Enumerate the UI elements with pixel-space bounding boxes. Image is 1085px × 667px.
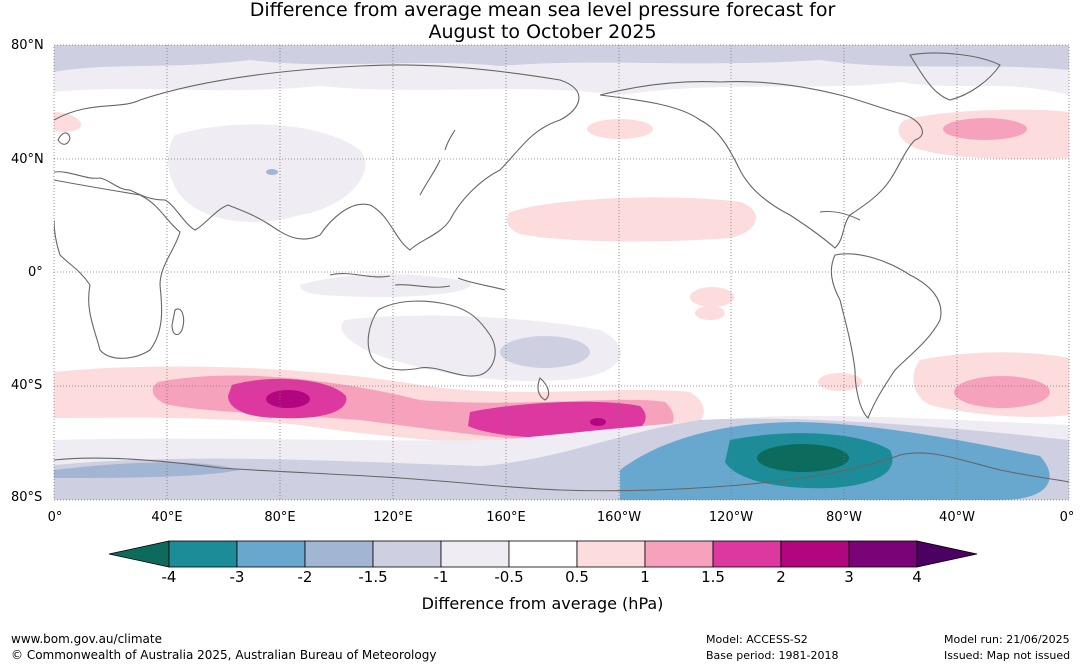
colorbar-cell [712, 540, 782, 568]
lat-label: 40°N [11, 152, 44, 167]
colorbar-cell [644, 540, 714, 568]
southern-negative-peak [757, 444, 849, 472]
tropical-pacific-positive [690, 287, 734, 307]
coast-europe-asia [54, 64, 580, 251]
indonesia-negative [300, 274, 472, 298]
colorbar-cells [108, 540, 978, 568]
map-frame [53, 44, 1070, 501]
colorbar-tick-label: -0.5 [494, 568, 524, 586]
map-title-line2: August to October 2025 [428, 21, 657, 43]
footer-copyright: © Commonwealth of Australia 2025, Austra… [11, 648, 437, 662]
coast-greenland [909, 52, 1001, 101]
lat-label: 40°S [11, 378, 43, 393]
lat-label: 80°S [11, 490, 43, 505]
coast-new-zealand [537, 377, 550, 401]
south-atlantic-positive-core [954, 376, 1050, 408]
colorbar-tick-label: -1 [433, 568, 449, 586]
colorbar-cell [372, 540, 442, 568]
lon-label: 80°W [826, 510, 862, 525]
colorbar-cell [576, 540, 646, 568]
colorbar-tick-label: -2 [297, 568, 313, 586]
colorbar-tick-label: 1.5 [701, 568, 725, 586]
colorbar-tick-label: 3 [844, 568, 854, 586]
colorbar-cell [440, 540, 510, 568]
graticule [54, 45, 1069, 500]
lon-label: 160°E [486, 510, 526, 525]
lon-label: 120°W [708, 510, 754, 525]
lon-label: 160°W [596, 510, 642, 525]
coast-australia [367, 300, 496, 377]
map-title-line1: Difference from average mean sea level p… [249, 0, 836, 21]
coast-uk [57, 132, 71, 145]
australia-negative-core [500, 336, 590, 368]
north-pacific-positive [507, 197, 757, 242]
colorbar-min-arrow [108, 540, 170, 568]
lat-label: 80°N [11, 38, 44, 53]
coast-japan [419, 129, 456, 196]
colorbar-tick-label: -3 [229, 568, 245, 586]
coast-africa [54, 179, 181, 359]
colorbar-max-arrow [916, 540, 978, 568]
colorbar-tick-label: 2 [776, 568, 786, 586]
coast-madagascar [171, 308, 185, 336]
lon-label: 0° [1059, 510, 1075, 525]
footer-base-period: Base period: 1981-2018 [706, 649, 839, 662]
colorbar-tick-label: -1.5 [358, 568, 388, 586]
colorbar-tick-label: 1 [640, 568, 650, 586]
coastlines [54, 52, 1069, 492]
southern-positive-core-pacific [468, 401, 646, 439]
north-atlantic-positive-core [943, 118, 1027, 140]
coast-antarctica [54, 452, 1069, 492]
footer-issued: Issued: Map not issued [944, 649, 1071, 662]
footer-model: Model: ACCESS-S2 [706, 633, 808, 646]
lon-label: 40°E [151, 510, 183, 525]
colorbar-tick-label: -4 [161, 568, 177, 586]
southern-positive-peak-pacific [590, 418, 606, 426]
lon-label: 0° [47, 510, 63, 525]
colorbar-tick-label: 4 [912, 568, 922, 586]
lon-label: 120°E [373, 510, 413, 525]
southern-positive-peak-indian [266, 390, 310, 408]
colorbar-tick-label: 0.5 [565, 568, 589, 586]
colorbar-unit-label: Difference from average (hPa) [421, 594, 664, 613]
colorbar-cell [780, 540, 850, 568]
colorbar-cell [236, 540, 306, 568]
colorbar-cell [508, 540, 578, 568]
lat-label: 0° [28, 265, 43, 280]
coast-caribbean [819, 211, 861, 221]
north-negative-core [54, 45, 1069, 72]
colorbar-cell [304, 540, 374, 568]
footer-url: www.bom.gov.au/climate [11, 632, 162, 646]
colorbar-cell [848, 540, 918, 568]
coast-north-america [599, 81, 923, 249]
anomaly-field [54, 45, 1069, 500]
colorbar-cell [168, 540, 238, 568]
lon-label: 40°W [939, 510, 975, 525]
coast-south-america [830, 253, 942, 419]
footer-model-run: Model run: 21/06/2025 [944, 633, 1070, 646]
north-pacific-small-positive [587, 119, 653, 139]
coast-indonesia [329, 273, 506, 291]
lon-label: 80°E [264, 510, 296, 525]
